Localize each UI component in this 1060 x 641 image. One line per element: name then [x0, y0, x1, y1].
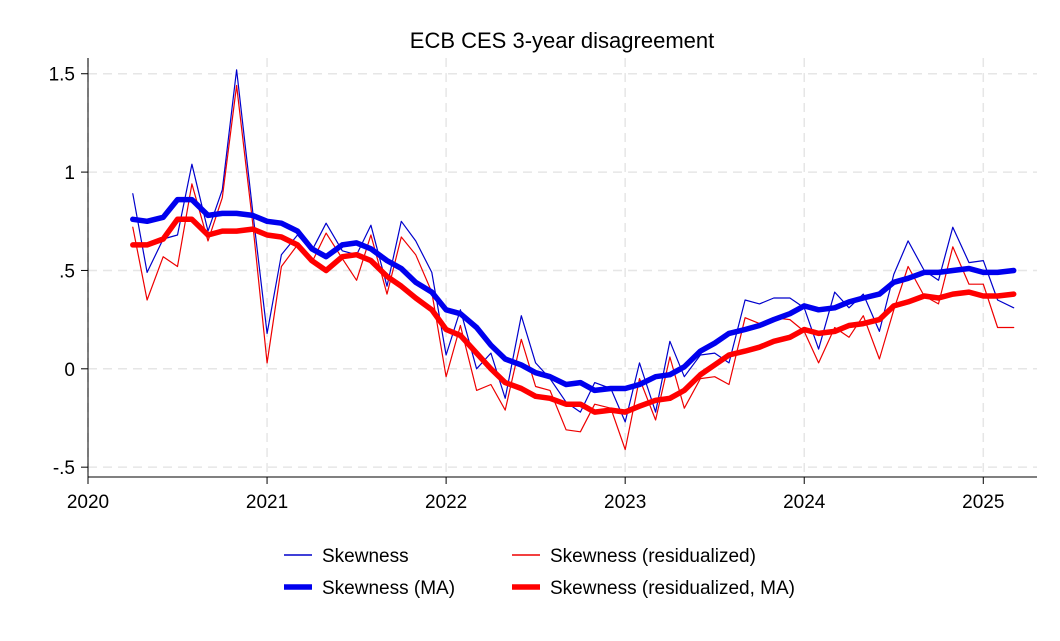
legend-label-skewness-residualized: Skewness (residualized): [550, 546, 756, 567]
series-line-skewness: [132, 69, 1015, 423]
legend-label-skewness-ma: Skewness (MA): [322, 578, 455, 599]
x-tick-label: 2024: [783, 492, 826, 513]
axes: -.5 0 .5 1 1.5 2020 2021 2022 2023 2024 2025: [49, 58, 1037, 513]
y-tick-label: 1.5: [49, 65, 75, 86]
x-tick-label: 2022: [425, 492, 467, 513]
series-layer: [130, 69, 1017, 451]
legend-label-skewness: Skewness: [322, 546, 409, 567]
legend: Skewness Skewness (MA) Skewness (residuali…: [284, 546, 795, 599]
series-line-skewness-ma: [130, 196, 1017, 394]
x-tick-label: 2021: [246, 492, 288, 513]
x-tick-label: 2023: [604, 492, 646, 513]
y-tick-label: -.5: [53, 458, 75, 479]
series-line-skewness-residualized-ma: [130, 216, 1017, 415]
chart-title: ECB CES 3-year disagreement: [410, 28, 714, 53]
y-tick-label: 0: [64, 360, 75, 381]
y-tick-label: .5: [59, 261, 75, 282]
y-tick-label: 1: [64, 163, 75, 184]
x-tick-label: 2020: [67, 492, 109, 513]
x-tick-label: 2025: [962, 492, 1004, 513]
legend-label-skewness-residualized-ma: Skewness (residualized, MA): [550, 578, 795, 599]
